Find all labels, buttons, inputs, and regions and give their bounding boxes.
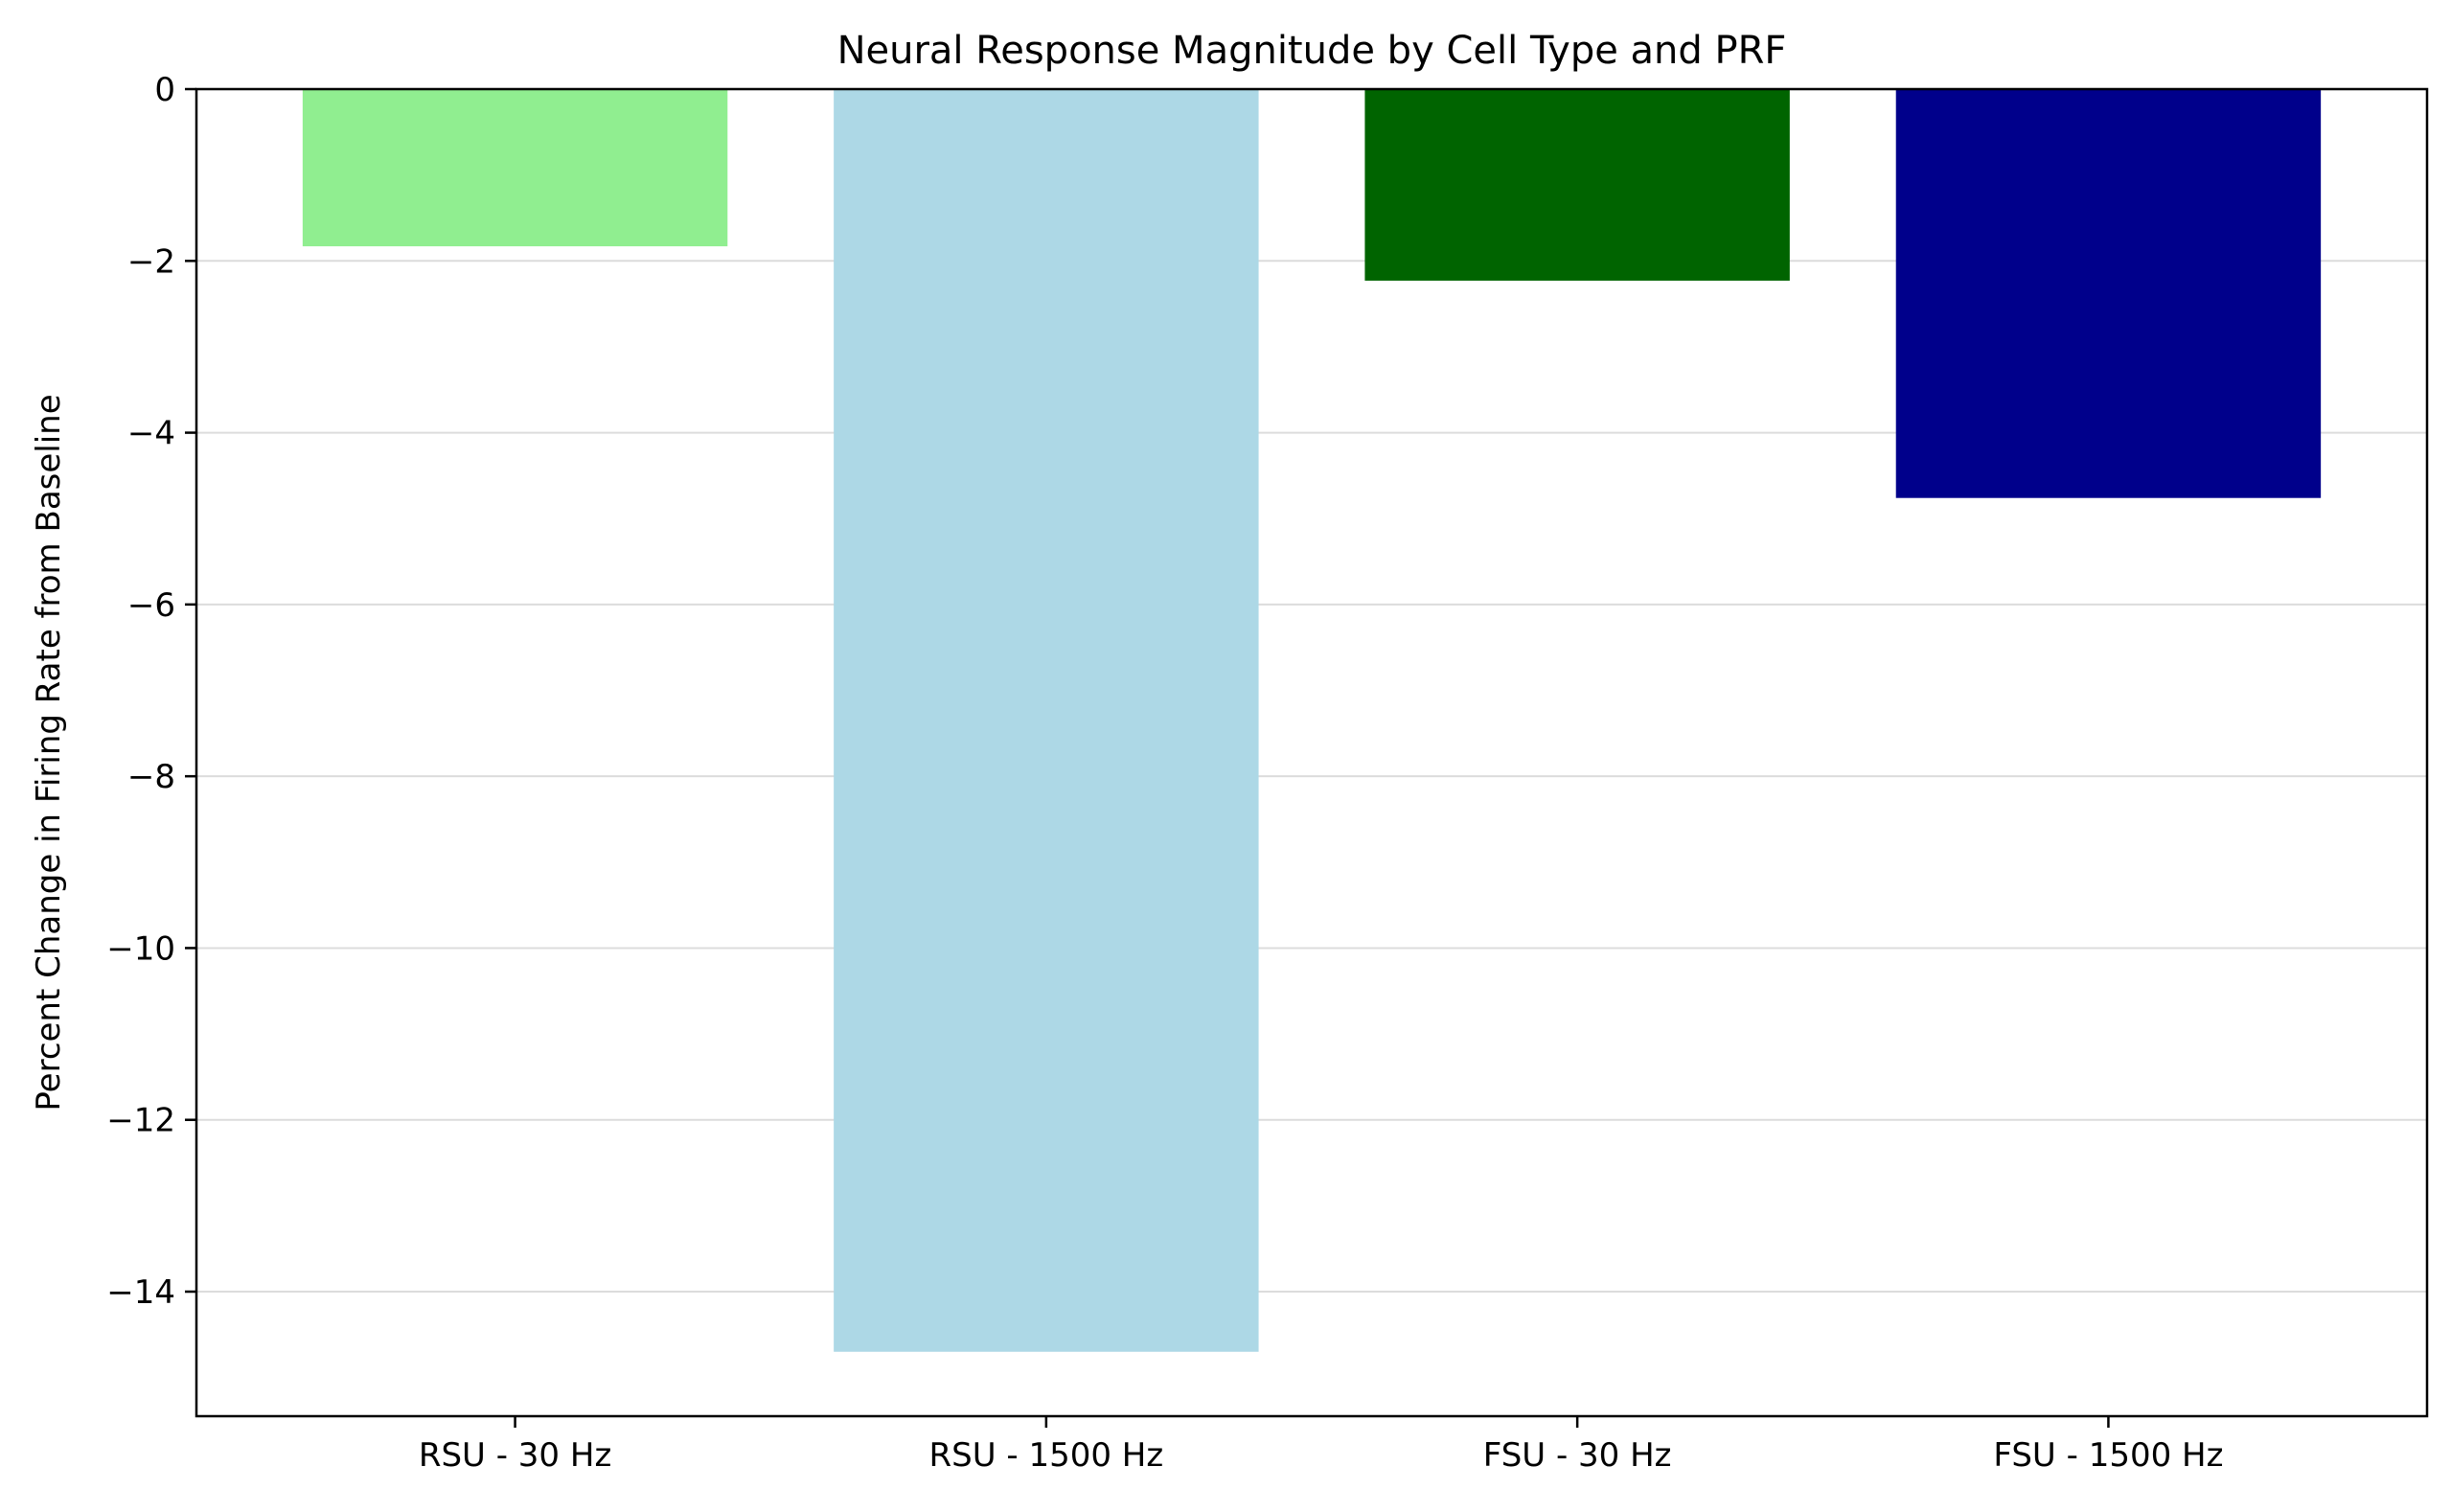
y-tick-label: −14 (106, 1273, 175, 1312)
bars (302, 89, 2322, 1352)
bar (834, 89, 1259, 1352)
y-axis-label: Percent Change in Firing Rate from Basel… (30, 394, 68, 1111)
y-tick-label: −8 (127, 758, 175, 796)
x-tick-label: FSU - 1500 Hz (1993, 1436, 2223, 1475)
y-tick-label: −6 (127, 586, 175, 625)
x-axis-ticks: RSU - 30 Hz RSU - 1500 Hz FSU - 30 Hz FSU -… (419, 1416, 2223, 1475)
chart-title: Neural Response Magnitude by Cell Type a… (837, 29, 1787, 73)
y-tick-label: −12 (106, 1102, 175, 1140)
y-tick-label: −4 (127, 415, 175, 453)
x-tick-label: RSU - 1500 Hz (928, 1436, 1163, 1475)
plot-area-frame (195, 87, 2429, 1418)
bar (302, 89, 728, 247)
y-tick-label: −10 (106, 929, 175, 968)
x-tick-label: RSU - 30 Hz (419, 1436, 611, 1475)
y-tick-label: 0 (154, 71, 175, 109)
y-tick-label: −2 (127, 242, 175, 281)
bar (1895, 89, 2322, 498)
y-axis-ticks: 0 −2 −4 −6 −8 −10 −12 −14 (106, 71, 196, 1312)
bar (1364, 89, 1790, 281)
x-tick-label: FSU - 30 Hz (1483, 1436, 1672, 1475)
